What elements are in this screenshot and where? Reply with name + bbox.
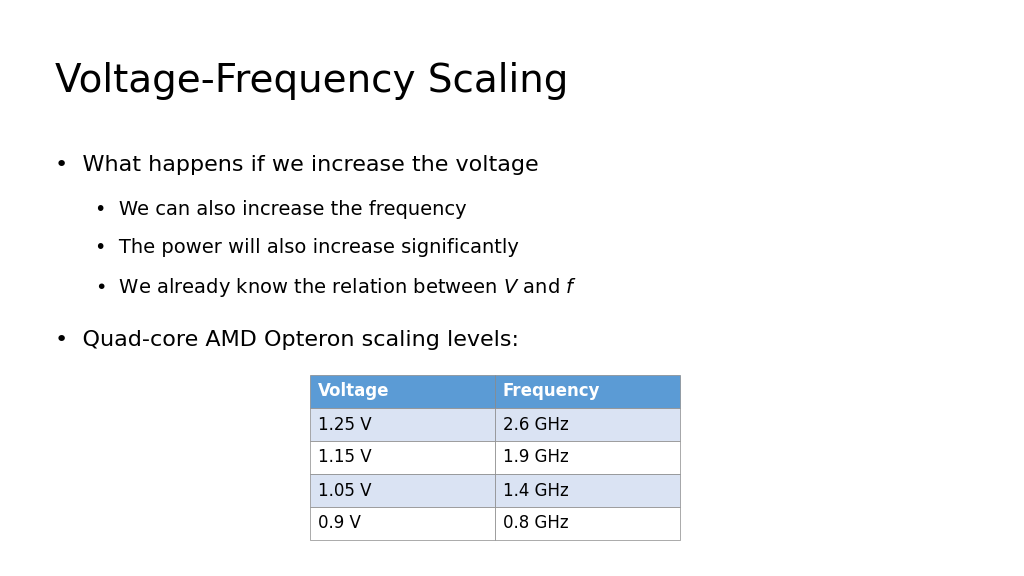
Text: 1.25 V: 1.25 V <box>318 415 372 434</box>
Bar <box>310 441 495 474</box>
Bar <box>495 441 680 474</box>
Bar <box>495 408 680 441</box>
Text: 1.4 GHz: 1.4 GHz <box>503 482 568 499</box>
Bar <box>310 507 495 540</box>
Text: 1.15 V: 1.15 V <box>318 449 372 467</box>
Text: 0.8 GHz: 0.8 GHz <box>503 514 568 532</box>
Text: 2.6 GHz: 2.6 GHz <box>503 415 568 434</box>
Text: •  What happens if we increase the voltage: • What happens if we increase the voltag… <box>55 155 539 175</box>
Text: •  We already know the relation between $V$ and $f$: • We already know the relation between $… <box>95 276 577 299</box>
Text: Frequency: Frequency <box>503 382 600 400</box>
Text: 0.9 V: 0.9 V <box>318 514 360 532</box>
Bar <box>310 375 495 408</box>
Bar <box>495 375 680 408</box>
Text: Voltage-Frequency Scaling: Voltage-Frequency Scaling <box>55 62 568 100</box>
Text: 1.9 GHz: 1.9 GHz <box>503 449 568 467</box>
Bar <box>495 507 680 540</box>
Text: •  Quad-core AMD Opteron scaling levels:: • Quad-core AMD Opteron scaling levels: <box>55 330 519 350</box>
Bar <box>310 474 495 507</box>
Bar <box>495 474 680 507</box>
Text: 1.05 V: 1.05 V <box>318 482 372 499</box>
Text: Voltage: Voltage <box>318 382 389 400</box>
Text: •  We can also increase the frequency: • We can also increase the frequency <box>95 200 467 219</box>
Text: •  The power will also increase significantly: • The power will also increase significa… <box>95 238 519 257</box>
Bar <box>310 408 495 441</box>
